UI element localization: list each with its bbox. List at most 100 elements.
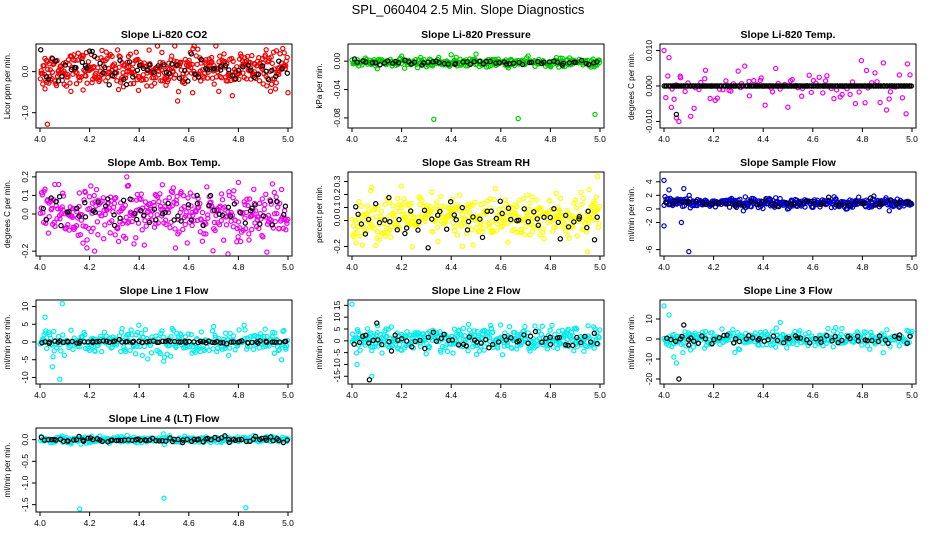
data-point bbox=[55, 78, 62, 84]
series-reference bbox=[38, 47, 290, 88]
data-point bbox=[510, 60, 517, 66]
data-point bbox=[65, 438, 71, 444]
y-tick-label: 0.0 bbox=[332, 214, 342, 226]
data-point-outlier bbox=[86, 48, 93, 54]
y-tick-label: 10 bbox=[20, 302, 30, 312]
y-tick-label: 10 bbox=[332, 312, 342, 322]
data-point bbox=[691, 338, 697, 344]
data-point bbox=[54, 215, 60, 222]
data-point bbox=[76, 190, 83, 196]
data-point bbox=[44, 345, 50, 352]
data-point bbox=[732, 336, 739, 342]
y-tick-label: 0.3 bbox=[332, 175, 342, 187]
data-point bbox=[824, 333, 830, 339]
data-point bbox=[353, 240, 359, 246]
data-point bbox=[904, 61, 911, 67]
data-point bbox=[40, 205, 47, 212]
data-point bbox=[408, 200, 414, 207]
data-point bbox=[907, 200, 913, 206]
x-tick-label: 4.2 bbox=[84, 518, 96, 528]
data-point bbox=[437, 329, 443, 335]
data-point bbox=[818, 336, 824, 342]
x-tick-label: 4.0 bbox=[346, 134, 358, 144]
data-point bbox=[430, 59, 436, 65]
data-point bbox=[811, 200, 817, 207]
data-point bbox=[412, 338, 418, 345]
data-point bbox=[52, 223, 58, 229]
data-point bbox=[397, 342, 403, 348]
data-point bbox=[231, 188, 237, 194]
data-point bbox=[175, 213, 181, 219]
y-tick-label: 5 bbox=[332, 326, 342, 331]
data-point bbox=[97, 60, 103, 66]
data-point bbox=[465, 321, 472, 328]
data-point bbox=[386, 339, 392, 345]
data-point bbox=[858, 57, 865, 64]
data-point bbox=[841, 202, 848, 208]
data-point bbox=[102, 211, 109, 218]
series-reference bbox=[353, 194, 600, 251]
data-point bbox=[417, 343, 424, 350]
data-point bbox=[584, 224, 590, 231]
data-point bbox=[72, 57, 78, 64]
y-axis-label: kPa per min. bbox=[315, 64, 324, 109]
data-point bbox=[76, 213, 82, 219]
data-point bbox=[45, 230, 52, 236]
data-point bbox=[369, 60, 376, 66]
data-point bbox=[99, 438, 106, 444]
data-point bbox=[797, 328, 803, 334]
data-point bbox=[252, 208, 259, 214]
data-point bbox=[402, 230, 408, 237]
data-point bbox=[80, 223, 86, 229]
data-point bbox=[673, 338, 679, 344]
data-point bbox=[478, 201, 484, 208]
data-point bbox=[150, 75, 157, 81]
data-point bbox=[166, 194, 172, 201]
data-point bbox=[161, 354, 168, 360]
data-point bbox=[85, 59, 92, 65]
data-point bbox=[232, 437, 239, 444]
x-tick-label: 4.8 bbox=[232, 262, 244, 272]
data-point bbox=[129, 339, 136, 345]
x-tick-label: 4.2 bbox=[84, 390, 96, 400]
data-point bbox=[74, 205, 80, 211]
data-point bbox=[268, 201, 274, 207]
data-point bbox=[249, 339, 255, 346]
data-point bbox=[596, 203, 603, 210]
data-point bbox=[84, 237, 90, 243]
data-point bbox=[530, 223, 536, 229]
data-point bbox=[114, 47, 121, 53]
data-point bbox=[835, 340, 841, 346]
x-tick-label: 5.0 bbox=[282, 134, 294, 144]
data-point bbox=[786, 335, 792, 342]
data-point bbox=[789, 76, 795, 83]
data-point bbox=[136, 62, 143, 69]
data-point bbox=[904, 340, 910, 346]
data-point bbox=[244, 196, 250, 202]
data-point bbox=[73, 80, 80, 87]
data-point bbox=[67, 80, 73, 86]
y-tick-label: -0.010 bbox=[644, 109, 654, 133]
y-axis-label: degrees C per min. bbox=[3, 180, 12, 248]
data-point-outlier bbox=[44, 121, 51, 127]
data-point bbox=[746, 78, 752, 85]
data-point bbox=[448, 198, 454, 205]
data-point bbox=[506, 324, 513, 330]
data-point bbox=[574, 334, 580, 341]
data-point bbox=[81, 197, 87, 203]
data-point bbox=[124, 339, 131, 345]
data-point bbox=[709, 341, 715, 347]
data-point bbox=[276, 437, 282, 444]
data-point bbox=[397, 226, 403, 232]
data-point bbox=[596, 335, 602, 341]
data-point bbox=[60, 190, 66, 196]
data-point bbox=[172, 226, 178, 232]
data-point bbox=[723, 78, 729, 84]
data-point bbox=[885, 340, 891, 347]
series-reference bbox=[38, 433, 290, 446]
data-point bbox=[368, 221, 374, 227]
data-point bbox=[547, 198, 553, 204]
data-point bbox=[42, 186, 48, 192]
data-point bbox=[680, 340, 686, 346]
data-point bbox=[69, 338, 75, 345]
